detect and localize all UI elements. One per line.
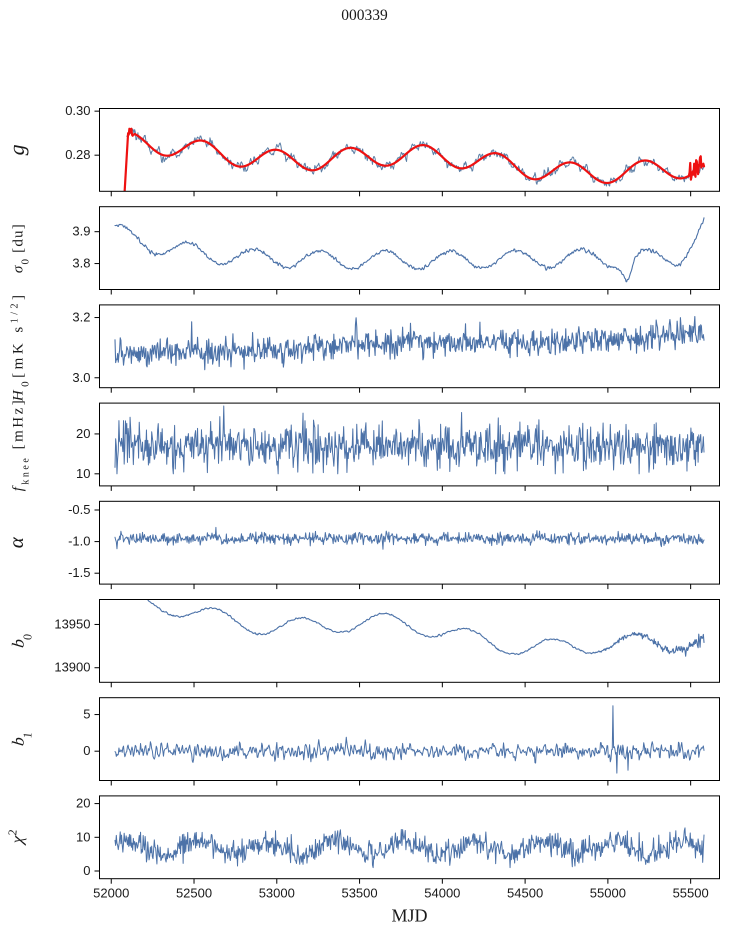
- svg-text:α: α: [4, 536, 28, 548]
- svg-text:54500: 54500: [507, 886, 543, 901]
- svg-text:10: 10: [76, 466, 90, 481]
- svg-text:3.0: 3.0: [72, 370, 90, 385]
- svg-text:3.9: 3.9: [72, 224, 90, 239]
- svg-text:13950: 13950: [54, 616, 90, 631]
- svg-text:53000: 53000: [259, 886, 295, 901]
- svg-text:3.8: 3.8: [72, 256, 90, 271]
- svg-text:0.28: 0.28: [65, 147, 90, 162]
- svg-text:000339: 000339: [341, 7, 388, 24]
- svg-text:-0.5: -0.5: [68, 502, 90, 517]
- svg-text:0: 0: [83, 743, 90, 758]
- svg-text:55500: 55500: [673, 886, 709, 901]
- svg-text:-1.0: -1.0: [68, 534, 90, 549]
- svg-text:0: 0: [83, 863, 90, 878]
- svg-text:55000: 55000: [590, 886, 626, 901]
- svg-text:54000: 54000: [424, 886, 460, 901]
- svg-text:20: 20: [76, 426, 90, 441]
- svg-text:52000: 52000: [93, 886, 129, 901]
- svg-text:52500: 52500: [176, 886, 212, 901]
- svg-text:5: 5: [83, 707, 90, 722]
- svg-text:g: g: [4, 144, 29, 155]
- svg-text:0.30: 0.30: [65, 103, 90, 118]
- svg-text:-1.5: -1.5: [68, 565, 90, 580]
- svg-text:53500: 53500: [341, 886, 377, 901]
- svg-text:MJD: MJD: [391, 906, 427, 926]
- svg-text:20: 20: [76, 796, 90, 811]
- svg-text:10: 10: [76, 829, 90, 844]
- svg-text:13900: 13900: [54, 660, 90, 675]
- svg-text:3.2: 3.2: [72, 310, 90, 325]
